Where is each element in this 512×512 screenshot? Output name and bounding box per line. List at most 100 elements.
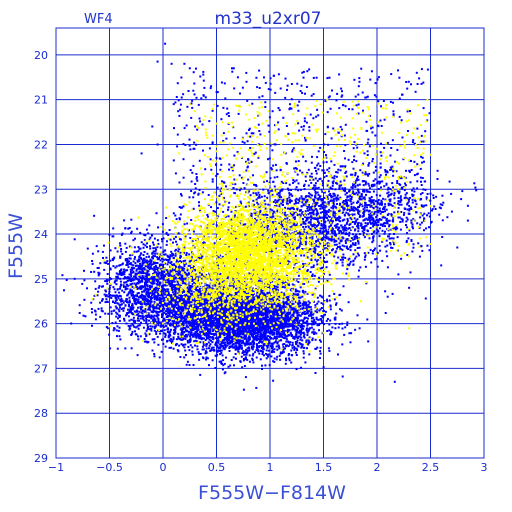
scatter-point — [387, 212, 390, 215]
scatter-point — [267, 302, 270, 305]
scatter-point — [302, 321, 305, 324]
scatter-point — [191, 350, 194, 353]
scatter-point — [189, 169, 192, 172]
scatter-point — [353, 222, 356, 225]
scatter-point — [211, 359, 214, 362]
scatter-point — [286, 314, 289, 317]
scatter-point — [336, 217, 339, 219]
scatter-point — [118, 264, 121, 267]
scatter-point — [274, 242, 277, 245]
scatter-point — [333, 243, 336, 246]
scatter-point — [387, 219, 390, 222]
scatter-point — [339, 202, 341, 205]
scatter-point — [91, 252, 94, 255]
scatter-point — [424, 188, 427, 191]
scatter-point — [308, 208, 311, 211]
scatter-point — [106, 273, 109, 275]
scatter-point — [311, 273, 314, 276]
scatter-point — [317, 245, 320, 248]
scatter-point — [355, 219, 358, 222]
scatter-point — [391, 204, 394, 207]
scatter-point — [150, 310, 153, 313]
scatter-point — [283, 227, 286, 230]
scatter-point — [253, 152, 256, 155]
scatter-point — [292, 216, 295, 219]
scatter-point — [273, 350, 276, 353]
scatter-point — [319, 231, 322, 234]
scatter-point — [144, 332, 147, 335]
scatter-point — [233, 137, 236, 140]
scatter-point — [182, 307, 185, 310]
scatter-point — [255, 193, 258, 196]
scatter-point — [466, 204, 469, 207]
scatter-point — [155, 305, 158, 308]
scatter-point — [299, 286, 302, 289]
scatter-point — [177, 110, 180, 113]
scatter-point — [247, 324, 250, 327]
scatter-point — [156, 256, 159, 259]
scatter-point — [128, 296, 131, 299]
scatter-point — [156, 307, 159, 310]
scatter-point — [315, 316, 318, 319]
scatter-point — [246, 325, 248, 328]
scatter-point — [151, 234, 153, 237]
scatter-point — [293, 202, 296, 205]
scatter-point — [233, 325, 235, 328]
scatter-point — [280, 196, 283, 199]
scatter-point — [297, 311, 300, 314]
scatter-point — [299, 188, 302, 191]
scatter-point — [193, 321, 196, 324]
scatter-point — [180, 343, 183, 346]
scatter-point — [301, 307, 304, 310]
scatter-point — [137, 250, 140, 253]
scatter-point — [392, 101, 394, 104]
scatter-point — [267, 88, 270, 91]
scatter-point — [337, 237, 340, 240]
scatter-point — [251, 354, 254, 357]
scatter-point — [274, 314, 277, 317]
scatter-point — [97, 266, 100, 269]
scatter-point — [119, 285, 122, 288]
scatter-point — [288, 313, 291, 315]
scatter-point — [294, 347, 296, 350]
scatter-point — [307, 226, 310, 229]
scatter-point — [339, 125, 342, 128]
scatter-point — [376, 200, 379, 203]
scatter-point — [202, 79, 205, 82]
scatter-point — [153, 300, 156, 303]
scatter-point — [325, 161, 328, 164]
scatter-point — [165, 310, 168, 313]
scatter-point — [316, 164, 319, 167]
scatter-point — [119, 298, 122, 301]
scatter-point — [255, 339, 258, 342]
scatter-point — [412, 227, 414, 230]
scatter-point — [163, 317, 166, 320]
scatter-point — [130, 292, 133, 295]
scatter-point — [317, 238, 320, 241]
scatter-point — [233, 154, 236, 157]
scatter-point — [264, 203, 267, 206]
scatter-point — [167, 261, 170, 264]
scatter-point — [208, 328, 211, 331]
scatter-point — [351, 173, 354, 176]
scatter-point — [244, 344, 247, 347]
scatter-point — [196, 320, 199, 323]
scatter-point — [340, 184, 343, 187]
scatter-point — [285, 340, 288, 343]
scatter-point — [116, 325, 119, 328]
scatter-point — [103, 261, 106, 264]
scatter-point — [273, 205, 276, 207]
scatter-point — [241, 321, 243, 324]
scatter-point — [134, 330, 136, 333]
scatter-point — [438, 206, 441, 209]
scatter-point — [220, 118, 223, 121]
scatter-point — [142, 272, 145, 275]
scatter-point — [191, 353, 194, 356]
scatter-point — [318, 276, 321, 279]
scatter-point — [340, 95, 343, 98]
scatter-point — [104, 312, 107, 315]
scatter-point — [194, 344, 196, 347]
scatter-point — [227, 245, 230, 248]
scatter-point — [354, 328, 357, 331]
scatter-point — [387, 195, 390, 198]
